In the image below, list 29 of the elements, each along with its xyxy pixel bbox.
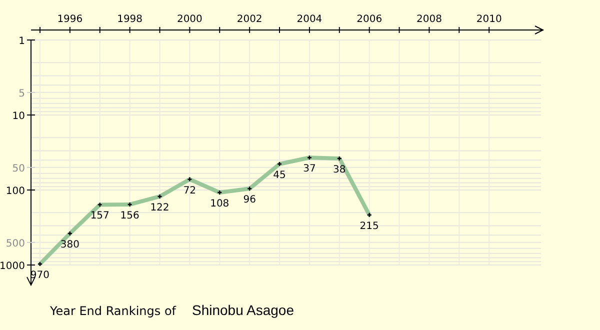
data-label: 108 <box>210 198 230 210</box>
x-tick-label: 2006 <box>356 14 382 25</box>
x-tick-label: 2002 <box>236 14 262 25</box>
y-tick-label: 50 <box>12 163 25 174</box>
data-label: 37 <box>303 164 316 175</box>
y-tick-label: 10 <box>12 111 25 122</box>
data-label: 96 <box>243 194 256 206</box>
text: Shinobu Asagoe <box>192 302 294 318</box>
x-tick-label: 1998 <box>117 14 143 25</box>
x-tick-label: 2000 <box>176 14 202 25</box>
data-label: 970 <box>30 270 50 282</box>
y-tick-label: 100 <box>6 186 25 197</box>
y-tick-label: 500 <box>6 238 25 250</box>
y-tick-label: 1 <box>18 36 25 47</box>
data-label: 380 <box>60 239 80 250</box>
data-label: 72 <box>183 185 196 196</box>
x-tick-label: 2010 <box>476 14 502 25</box>
x-tick-label: 2004 <box>296 14 322 25</box>
y-tick-label: 1000 <box>0 261 25 272</box>
text: Year End Rankings of <box>49 304 177 318</box>
data-label: 157 <box>90 210 110 222</box>
data-label: 38 <box>333 164 346 176</box>
data-label: 215 <box>360 220 379 232</box>
data-label: 156 <box>120 210 140 222</box>
x-tick-label: 1996 <box>57 14 83 25</box>
y-tick-label: 5 <box>18 88 25 100</box>
data-label: 122 <box>150 202 170 214</box>
data-label: 45 <box>273 170 286 181</box>
x-tick-label: 2008 <box>416 14 442 25</box>
